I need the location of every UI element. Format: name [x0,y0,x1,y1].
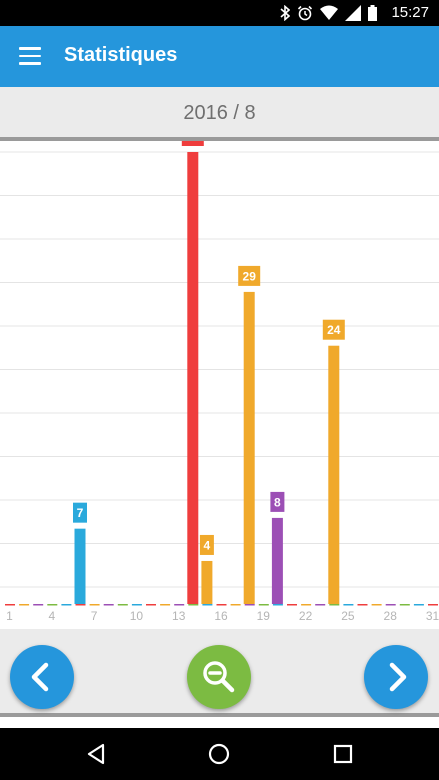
chart-bar [328,345,340,604]
bar-value-badge [238,265,261,286]
chart-bar [201,560,213,604]
menu-icon[interactable] [19,47,41,65]
battery-icon [368,5,377,21]
x-tick-label: 22 [299,609,313,623]
bar-chart: 7 42 4 29 8 24 1 4 7 10 13 16 19 22 25 28 31 [0,141,439,629]
status-icons [280,4,377,22]
status-time: 15:27 [391,4,429,21]
x-tick-label: 28 [384,609,398,623]
baseline-dash [428,604,438,606]
baseline-dash [47,604,58,606]
x-tick-label: 19 [257,609,271,623]
baseline-dash [216,604,227,606]
x-tick-label: 25 [341,609,355,623]
previous-month-button[interactable] [10,645,74,709]
baseline-dash [258,604,269,606]
chart-bar [74,528,86,604]
baseline-dash [146,604,156,606]
baseline-dash [89,604,100,606]
bar-value-label: 42 [186,141,200,144]
bar-value-label: 7 [77,506,84,520]
bar-value-badge [73,502,87,523]
chart-bar [243,291,255,604]
baseline-dash [33,604,44,606]
x-tick-label: 31 [426,609,439,623]
period-header: 2016 / 8 [0,87,439,141]
baseline-dash [272,604,283,606]
x-tick-label: 16 [214,609,228,623]
x-tick-label: 1 [6,609,13,623]
chart-bar [271,517,283,604]
period-label: 2016 / 8 [183,102,256,124]
baseline-dash [315,604,326,606]
home-icon[interactable] [207,742,231,766]
page-title: Statistiques [64,44,178,66]
bar-value-label: 4 [204,538,211,552]
baseline-dash [287,604,297,606]
bar-value-badge [270,491,285,512]
back-icon[interactable] [84,742,108,766]
baseline-dash [343,604,354,606]
baseline-dash [371,604,382,606]
bar-value-label: 24 [327,323,341,337]
app-bar: Statistiques [0,26,439,87]
baseline-dash [385,604,396,606]
baseline-dash [103,604,114,606]
x-tick-label: 7 [91,609,98,623]
bar-chart-svg: 7 42 4 29 8 24 1 4 7 10 13 16 19 22 25 28 31 [0,141,439,623]
system-nav-bar [0,728,439,780]
bar-value-badge [322,319,345,340]
zoom-out-button[interactable] [187,645,251,709]
baseline-dash [244,604,255,606]
baseline-dash [131,604,142,606]
baseline-dash [202,604,213,606]
alarm-icon [297,5,313,21]
chart-controls [0,629,439,717]
bar-value-label: 8 [274,495,281,509]
baseline-dash [188,604,199,606]
x-tick-label: 10 [130,609,144,623]
x-tick-label: 4 [48,609,55,623]
signal-icon [345,5,361,21]
baseline-dash [301,604,312,606]
baseline-dash [19,604,30,606]
baseline-dash [413,604,424,606]
x-tick-label: 13 [172,609,186,623]
baseline-dash [399,604,410,606]
baseline-dash [5,604,15,606]
baseline-dash [174,604,185,606]
status-bar: 15:27 [0,0,439,26]
wifi-icon [320,5,338,21]
next-month-button[interactable] [364,645,428,709]
baseline-dash [61,604,72,606]
baseline-dash [160,604,171,606]
bluetooth-icon [280,5,290,21]
bar-value-label: 29 [243,269,257,283]
bar-value-badge [199,534,214,555]
baseline-dash [357,604,368,606]
baseline-dash [329,604,340,606]
recents-icon[interactable] [331,742,355,766]
baseline-dash [230,604,241,606]
baseline-dash [75,604,86,606]
bar-value-badge [181,141,204,146]
chart-bar [187,152,199,604]
baseline-dash [117,604,128,606]
